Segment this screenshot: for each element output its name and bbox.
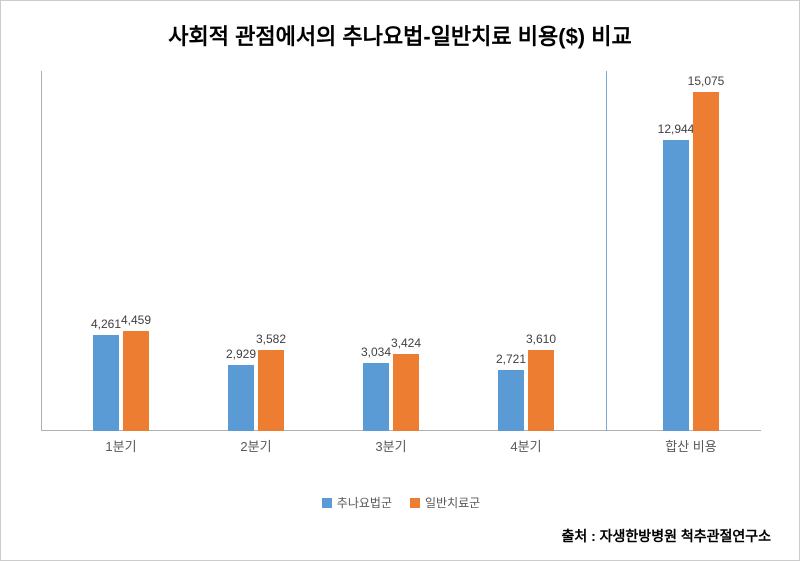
bar: 3,610 <box>528 350 554 431</box>
legend-label: 추나요법군 <box>337 494 392 511</box>
chart-area: 4,2614,4592,9293,5823,0343,4242,7213,610… <box>41 71 761 471</box>
value-label: 3,582 <box>256 332 286 346</box>
value-label: 15,075 <box>688 74 725 88</box>
bar-pair: 2,7213,610 <box>466 350 586 431</box>
legend-item: 추나요법군 <box>322 494 392 511</box>
bar: 2,929 <box>228 365 254 431</box>
bar: 3,034 <box>363 363 389 431</box>
bar: 4,261 <box>93 335 119 431</box>
value-label: 4,261 <box>91 317 121 331</box>
bar: 3,582 <box>258 350 284 431</box>
plot: 4,2614,4592,9293,5823,0343,4242,7213,610… <box>41 71 761 431</box>
y-axis <box>41 71 42 431</box>
bar-pair: 2,9293,582 <box>196 350 316 431</box>
legend-label: 일반치료군 <box>425 494 480 511</box>
bar: 3,424 <box>393 354 419 431</box>
value-label: 3,034 <box>361 345 391 359</box>
bar-pair: 4,2614,459 <box>61 331 181 431</box>
legend-swatch <box>410 498 420 508</box>
category-label: 합산 비용 <box>631 436 751 455</box>
value-label: 3,610 <box>526 332 556 346</box>
bar: 4,459 <box>123 331 149 431</box>
bar: 2,721 <box>498 370 524 431</box>
legend-swatch <box>322 498 332 508</box>
section-divider <box>606 71 607 431</box>
bar: 12,944 <box>663 140 689 431</box>
chart-title: 사회적 관점에서의 추나요법-일반치료 비용($) 비교 <box>1 1 799 51</box>
value-label: 3,424 <box>391 336 421 350</box>
category-label: 1분기 <box>61 436 181 455</box>
bar: 15,075 <box>693 92 719 431</box>
category-label: 4분기 <box>466 436 586 455</box>
value-label: 2,929 <box>226 347 256 361</box>
legend: 추나요법군 일반치료군 <box>41 494 761 511</box>
value-label: 2,721 <box>496 352 526 366</box>
legend-item: 일반치료군 <box>410 494 480 511</box>
bar-pair: 12,94415,075 <box>631 92 751 431</box>
bar-pair: 3,0343,424 <box>331 354 451 431</box>
value-label: 4,459 <box>121 313 151 327</box>
category-label: 2분기 <box>196 436 316 455</box>
category-label: 3분기 <box>331 436 451 455</box>
source-text: 출처 : 자생한방병원 척추관절연구소 <box>561 526 771 546</box>
value-label: 12,944 <box>658 122 695 136</box>
